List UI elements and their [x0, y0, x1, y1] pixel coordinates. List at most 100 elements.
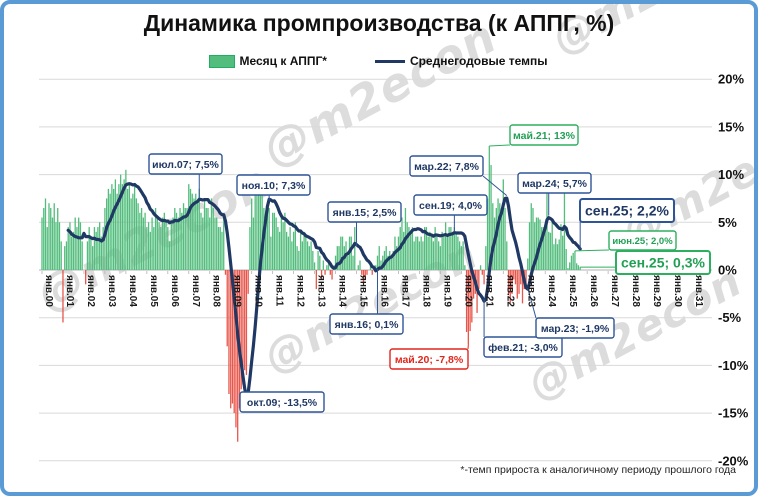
annotation-box: [409, 155, 484, 177]
bar-month: [121, 184, 124, 270]
bar-month: [574, 250, 576, 270]
bar-month: [577, 265, 580, 270]
bar-month: [149, 231, 151, 270]
bar-month: [233, 270, 235, 414]
bar-month: [175, 212, 178, 270]
bar-month: [396, 246, 398, 270]
x-axis-label: янв.21: [483, 275, 494, 307]
bar-month: [50, 207, 52, 270]
bar-month: [431, 236, 433, 270]
bar-month: [532, 207, 534, 270]
bar-month: [481, 270, 483, 275]
annotation-label: янв.16; 0,1%: [335, 319, 400, 331]
y-axis-label: -5%: [718, 310, 742, 325]
bar-month: [306, 241, 309, 270]
bar-month: [278, 231, 281, 270]
bar-month: [509, 270, 511, 304]
bar-month: [371, 270, 373, 275]
bar-month: [312, 250, 314, 270]
bar-month: [158, 222, 160, 270]
bar-month: [385, 246, 387, 270]
annotation-leader: [527, 287, 537, 319]
legend-bar-swatch-icon: [209, 54, 236, 68]
bar-month: [298, 250, 300, 270]
bar-month: [235, 270, 237, 428]
bar-month: [86, 241, 89, 270]
bar-month: [364, 270, 366, 280]
bar-month: [109, 193, 111, 270]
bar-month: [154, 207, 157, 270]
bar-month: [67, 227, 69, 270]
bar-month: [450, 227, 452, 270]
bar-month: [102, 227, 104, 270]
bar-month: [457, 236, 459, 270]
bar-month: [261, 193, 263, 270]
bar-month: [270, 236, 272, 270]
x-axis-label: янв.16: [378, 275, 389, 307]
bar-month: [579, 267, 581, 270]
bar-month: [478, 270, 480, 290]
bar-month: [179, 207, 181, 270]
bar-month: [411, 227, 414, 270]
bar-month: [139, 212, 141, 270]
x-axis-label: янв.05: [148, 275, 159, 307]
bar-month: [156, 217, 158, 270]
bar-month: [51, 217, 54, 270]
bar-month: [93, 227, 96, 270]
bar-month: [471, 270, 473, 323]
annotation-box: [148, 153, 223, 175]
bar-month: [513, 270, 515, 280]
bar-month: [207, 207, 209, 270]
bar-month: [95, 231, 97, 270]
bar-month: [163, 212, 165, 270]
bar-month: [530, 203, 532, 270]
bar-month: [219, 227, 221, 270]
x-axis-label: янв.24: [546, 275, 557, 307]
bar-month: [200, 212, 202, 270]
bar-month: [319, 255, 321, 270]
bar-month: [341, 236, 344, 270]
bar-month: [458, 241, 461, 270]
bar-month: [352, 255, 354, 270]
bar-month: [303, 231, 305, 270]
bar-month: [380, 260, 382, 270]
bar-month: [196, 203, 199, 270]
y-axis-label: -15%: [718, 406, 749, 421]
bar-month: [415, 236, 417, 270]
bar-month: [560, 224, 562, 270]
bar-month: [133, 184, 136, 270]
bar-month: [184, 207, 186, 270]
bar-month: [525, 270, 527, 287]
bar-month: [74, 217, 76, 270]
bar-month: [57, 207, 59, 270]
bar-month: [556, 244, 559, 270]
bar-month: [499, 203, 501, 270]
bar-month: [357, 265, 359, 270]
annotation-box: [239, 391, 325, 413]
bar-month: [106, 198, 108, 270]
bar-month: [62, 270, 64, 323]
x-axis-label: янв.14: [337, 275, 348, 307]
bar-month: [562, 235, 564, 270]
x-axis-label: янв.20: [462, 275, 473, 307]
bar-month: [350, 236, 352, 270]
bar-month: [72, 231, 75, 270]
bar-month: [308, 246, 310, 270]
bar-month: [317, 250, 319, 270]
bar-month: [347, 255, 349, 270]
bar-month: [500, 207, 503, 270]
bar-month: [429, 231, 431, 270]
bar-month: [359, 260, 361, 270]
annotation-box: [517, 172, 592, 194]
bar-month: [366, 270, 368, 275]
bar-month: [425, 227, 428, 270]
y-axis-label: 10%: [718, 167, 744, 182]
bar-month: [249, 227, 251, 270]
bar-month: [331, 270, 333, 280]
bar-month: [483, 270, 485, 285]
annotation-box: [535, 317, 615, 339]
bar-month: [504, 207, 506, 270]
bar-month: [534, 222, 536, 270]
bar-month: [142, 217, 144, 270]
bar-month: [85, 270, 87, 285]
